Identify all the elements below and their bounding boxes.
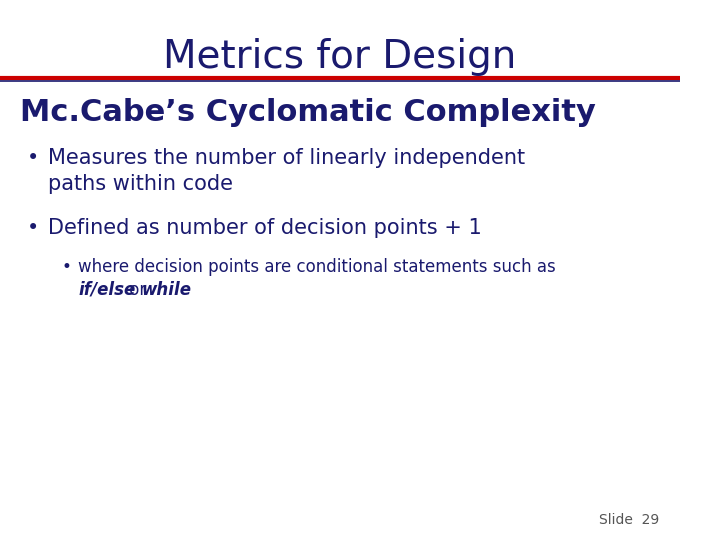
Text: if/else: if/else xyxy=(78,281,136,299)
Text: Measures the number of linearly independent
paths within code: Measures the number of linearly independ… xyxy=(47,148,525,194)
Text: where decision points are conditional statements such as: where decision points are conditional st… xyxy=(78,258,556,276)
Text: •: • xyxy=(27,218,39,238)
Text: while: while xyxy=(141,281,191,299)
Text: Mc.Cabe’s Cyclomatic Complexity: Mc.Cabe’s Cyclomatic Complexity xyxy=(20,98,597,127)
Text: Defined as number of decision points + 1: Defined as number of decision points + 1 xyxy=(47,218,481,238)
Text: •: • xyxy=(61,258,71,276)
Text: Metrics for Design: Metrics for Design xyxy=(163,38,517,76)
Text: or: or xyxy=(124,281,151,299)
Text: Slide  29: Slide 29 xyxy=(599,513,660,527)
Text: •: • xyxy=(27,148,39,168)
